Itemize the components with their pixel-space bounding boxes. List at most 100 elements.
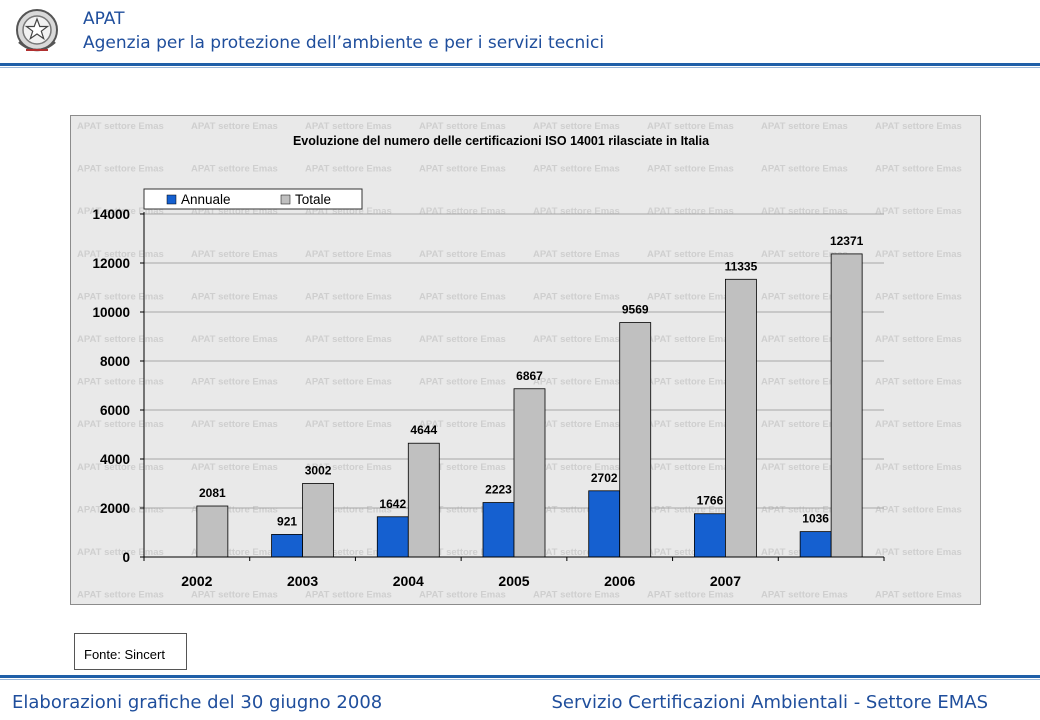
watermark-text: APAT settore Emas (305, 590, 392, 601)
watermark-text: APAT settore Emas (77, 164, 164, 175)
watermark-text: APAT settore Emas (305, 249, 392, 260)
footer-divider-thin (0, 679, 1040, 680)
data-label-totale: 12371 (830, 234, 864, 248)
watermark-text: APAT settore Emas (77, 334, 164, 345)
watermark-text: APAT settore Emas (419, 121, 506, 132)
watermark-text: APAT settore Emas (77, 547, 164, 558)
y-tick-label: 4000 (100, 452, 130, 467)
watermark-text: APAT settore Emas (191, 590, 278, 601)
watermark-text: APAT settore Emas (533, 590, 620, 601)
watermark-text: APAT settore Emas (191, 462, 278, 473)
watermark-text: APAT settore Emas (533, 291, 620, 302)
x-tick-label: 2003 (287, 573, 318, 589)
page-header: APAT Agenzia per la protezione dell’ambi… (0, 0, 1040, 66)
watermark-text: APAT settore Emas (533, 462, 620, 473)
bar-annuale (376, 516, 409, 558)
watermark-text: APAT settore Emas (875, 504, 962, 515)
watermark-layer: APAT settore Emas APAT settore Emas APAT s… (77, 121, 962, 601)
watermark-text: APAT settore Emas (533, 249, 620, 260)
watermark-text: APAT settore Emas (875, 334, 962, 345)
watermark-text: APAT settore Emas (419, 249, 506, 260)
chart-frame: APAT settore Emas APAT settore Emas APAT s… (70, 115, 981, 605)
data-label-annuale: 2702 (591, 471, 618, 485)
watermark-text: APAT settore Emas (305, 334, 392, 345)
watermark-text: APAT settore Emas (647, 419, 734, 430)
watermark-text: APAT settore Emas (761, 419, 848, 430)
watermark-text: APAT settore Emas (305, 121, 392, 132)
watermark-text: APAT settore Emas (533, 164, 620, 175)
watermark-text: APAT settore Emas (191, 334, 278, 345)
watermark-text: APAT settore Emas (77, 590, 164, 601)
watermark-text: APAT settore Emas (419, 291, 506, 302)
watermark-text: APAT settore Emas (419, 590, 506, 601)
watermark-text: APAT settore Emas (419, 462, 506, 473)
watermark-text: APAT settore Emas (761, 334, 848, 345)
watermark-text: APAT settore Emas (533, 547, 620, 558)
watermark-text: APAT settore Emas (419, 547, 506, 558)
bar-annuale (271, 534, 303, 558)
watermark-text: APAT settore Emas (875, 377, 962, 388)
watermark-text: APAT settore Emas (305, 164, 392, 175)
watermark-text: APAT settore Emas (191, 206, 278, 217)
org-full-name: Agenzia per la protezione dell’ambiente … (83, 33, 605, 53)
watermark-text: APAT settore Emas (77, 206, 164, 217)
bar-totale (830, 253, 863, 558)
watermark-text: APAT settore Emas (761, 462, 848, 473)
x-tick-label: 2007 (710, 573, 741, 589)
watermark-text: APAT settore Emas (761, 504, 848, 515)
chart-legend: Annuale Totale (143, 188, 363, 210)
data-label-totale: 9569 (622, 303, 649, 317)
watermark-text: APAT settore Emas (761, 249, 848, 260)
watermark-text: APAT settore Emas (647, 590, 734, 601)
watermark-text: APAT settore Emas (647, 206, 734, 217)
watermark-text: APAT settore Emas (533, 419, 620, 430)
watermark-text: APAT settore Emas (77, 291, 164, 302)
watermark-text: APAT settore Emas (419, 206, 506, 217)
bar-totale (302, 483, 334, 558)
watermark-text: APAT settore Emas (761, 164, 848, 175)
footer-divider (0, 675, 1040, 678)
watermark-text: APAT settore Emas (191, 291, 278, 302)
watermark-text: APAT settore Emas (533, 206, 620, 217)
watermark-text: APAT settore Emas (77, 462, 164, 473)
y-tick-label: 6000 (100, 403, 130, 418)
footer-date: Elaborazioni grafiche del 30 giugno 2008 (12, 692, 383, 713)
watermark-text: APAT settore Emas (875, 291, 962, 302)
legend-swatch-totale (280, 194, 291, 205)
watermark-text: APAT settore Emas (191, 377, 278, 388)
org-name: APAT (83, 9, 125, 29)
bar-annuale (694, 513, 726, 558)
bar-totale (407, 442, 440, 558)
data-label-totale: 11335 (725, 259, 758, 273)
watermark-text: APAT settore Emas (533, 121, 620, 132)
watermark-text: APAT settore Emas (761, 291, 848, 302)
watermark-text: APAT settore Emas (647, 377, 734, 388)
watermark-text: APAT settore Emas (647, 291, 734, 302)
watermark-text: APAT settore Emas (875, 590, 962, 601)
header-divider (0, 63, 1040, 66)
data-label-annuale: 1036 (802, 512, 829, 526)
source-box: Fonte: Sincert (74, 633, 187, 670)
watermark-text: APAT settore Emas (77, 249, 164, 260)
watermark-text: APAT settore Emas (191, 164, 278, 175)
data-label-annuale: 921 (277, 514, 297, 528)
bar-annuale (482, 502, 515, 558)
watermark-text: APAT settore Emas (77, 419, 164, 430)
watermark-text: APAT settore Emas (305, 504, 392, 515)
data-label-totale: 3002 (305, 463, 332, 477)
header-divider-thin (0, 67, 1040, 68)
watermark-text: APAT settore Emas (77, 121, 164, 132)
legend-label-annuale: Annuale (181, 192, 231, 207)
watermark-text: APAT settore Emas (419, 377, 506, 388)
watermark-text: APAT settore Emas (533, 377, 620, 388)
y-tick-label: 12000 (92, 256, 130, 271)
watermark-text: APAT settore Emas (191, 419, 278, 430)
bar-totale (513, 388, 546, 558)
watermark-text: APAT settore Emas (761, 590, 848, 601)
watermark-text: APAT settore Emas (305, 462, 392, 473)
watermark-text: APAT settore Emas (419, 164, 506, 175)
watermark-text: APAT settore Emas (305, 377, 392, 388)
watermark-text: APAT settore Emas (419, 504, 506, 515)
italian-republic-emblem-icon (16, 9, 58, 52)
watermark-text: APAT settore Emas (647, 547, 734, 558)
